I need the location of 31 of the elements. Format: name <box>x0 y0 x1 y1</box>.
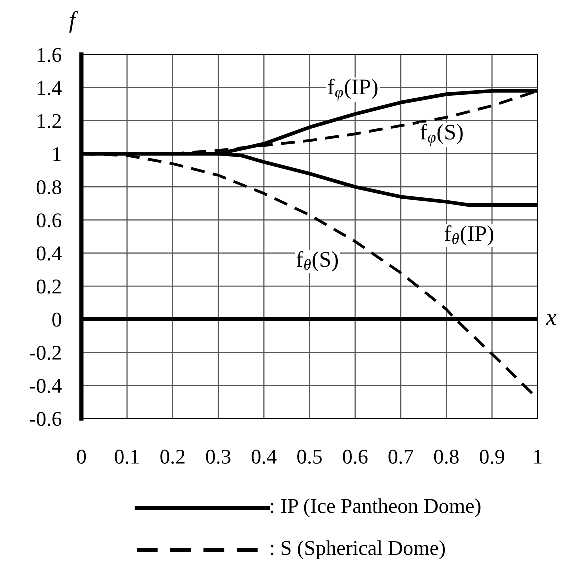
x-tick-label: 0.2 <box>160 450 185 464</box>
x-tick-label: 0 <box>77 450 86 464</box>
x-tick-label: 0.5 <box>298 450 322 464</box>
x-axis-title: x <box>546 314 557 326</box>
x-tick-label: 0.4 <box>252 450 277 464</box>
x-tick-label: 0.3 <box>206 450 231 464</box>
series-label: f$_{φ}$(S) <box>420 124 463 146</box>
x-tick-label: 0.7 <box>388 450 414 464</box>
y-tick-label: -0.4 <box>30 379 62 394</box>
y-tick-label: 0.6 <box>36 214 62 228</box>
y-tick-label: -0.2 <box>30 346 62 360</box>
x-tick-label: 0.8 <box>434 450 459 464</box>
series-label: f$_{φ}$(IP) <box>328 78 378 101</box>
y-tick-label: 1.2 <box>38 114 62 128</box>
series-label: f$_{θ}$(IP) <box>444 226 494 246</box>
x-tick-label: 0.1 <box>115 450 140 464</box>
series-label: f$_{θ}$(S) <box>296 251 338 272</box>
x-tick-label: 0.6 <box>343 450 368 464</box>
x-tick-label: 1 <box>534 450 542 464</box>
text: : S (Spherical Dome) <box>271 540 446 560</box>
y-tick-label: 1 <box>54 147 61 162</box>
y-tick-label: 0.2 <box>36 280 62 294</box>
y-tick-label: 0.4 <box>36 246 62 261</box>
text: : IP (Ice Pantheon Dome) <box>271 498 481 518</box>
x-tick-label: 0.9 <box>480 450 504 464</box>
y-tick-label: -0.6 <box>30 412 62 426</box>
y-tick-label: 1.4 <box>38 81 62 96</box>
y-tick-label: 0 <box>52 312 62 327</box>
y-tick-label: 1.6 <box>38 48 62 62</box>
y-axis-title: f <box>70 11 79 33</box>
y-tick-label: 0.8 <box>36 180 62 195</box>
